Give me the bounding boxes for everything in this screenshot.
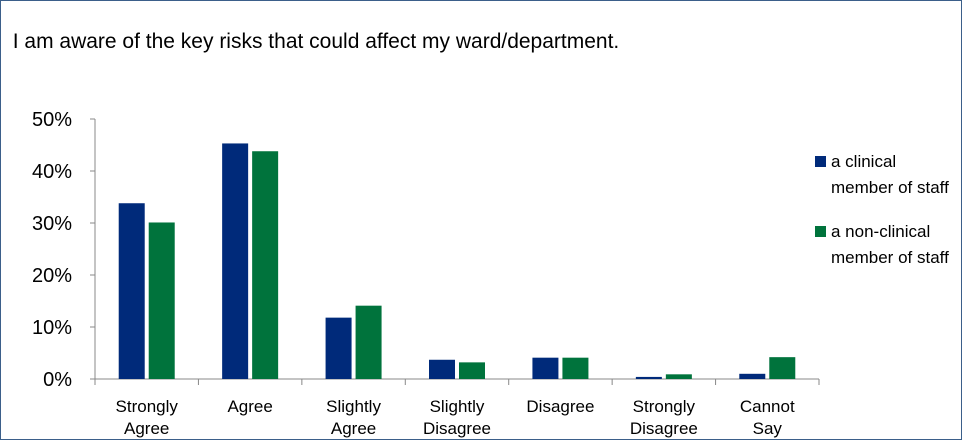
legend-swatch-clinical <box>815 156 826 167</box>
x-category-label: Slightly <box>326 397 381 416</box>
x-category-label: Agree <box>124 419 169 438</box>
x-category-label: Agree <box>227 397 272 416</box>
bar <box>769 357 796 379</box>
x-category-label: Disagree <box>423 419 491 438</box>
y-tick-label: 10% <box>32 317 72 339</box>
bar <box>325 317 352 379</box>
legend-swatch-non-clinical <box>815 226 826 237</box>
bar <box>148 222 175 379</box>
x-category-label: Strongly <box>116 397 179 416</box>
legend: a clinical member of staff a non-clinica… <box>809 149 963 289</box>
y-tick-label: 30% <box>32 213 72 235</box>
bar <box>118 203 145 379</box>
x-category-label: Say <box>753 419 783 438</box>
x-category-label: Strongly <box>633 397 696 416</box>
bar <box>459 362 485 379</box>
x-category-label: Slightly <box>430 397 485 416</box>
bar <box>562 357 589 379</box>
y-tick-label: 40% <box>32 161 72 183</box>
y-tick-label: 0% <box>43 369 72 391</box>
bar <box>635 376 662 379</box>
x-category-label: Agree <box>331 419 376 438</box>
legend-label-clinical: a clinical member of staff <box>831 152 949 197</box>
legend-label-non-clinical: a non-clinical member of staff <box>831 222 949 267</box>
x-category-label: Cannot <box>740 397 795 416</box>
bar <box>429 359 455 379</box>
bar <box>222 143 249 379</box>
bar <box>739 373 766 379</box>
y-tick-label: 20% <box>32 265 72 287</box>
legend-item-clinical: a clinical member of staff <box>809 149 963 201</box>
chart-title: I am aware of the key risks that could a… <box>12 30 620 53</box>
bar <box>355 305 382 379</box>
x-category-label: Disagree <box>526 397 594 416</box>
bar <box>252 151 279 379</box>
bar <box>665 374 692 379</box>
y-tick-label: 50% <box>32 109 72 131</box>
bar <box>532 357 559 379</box>
x-category-label: Disagree <box>630 419 698 438</box>
legend-item-non-clinical: a non-clinical member of staff <box>809 219 963 271</box>
